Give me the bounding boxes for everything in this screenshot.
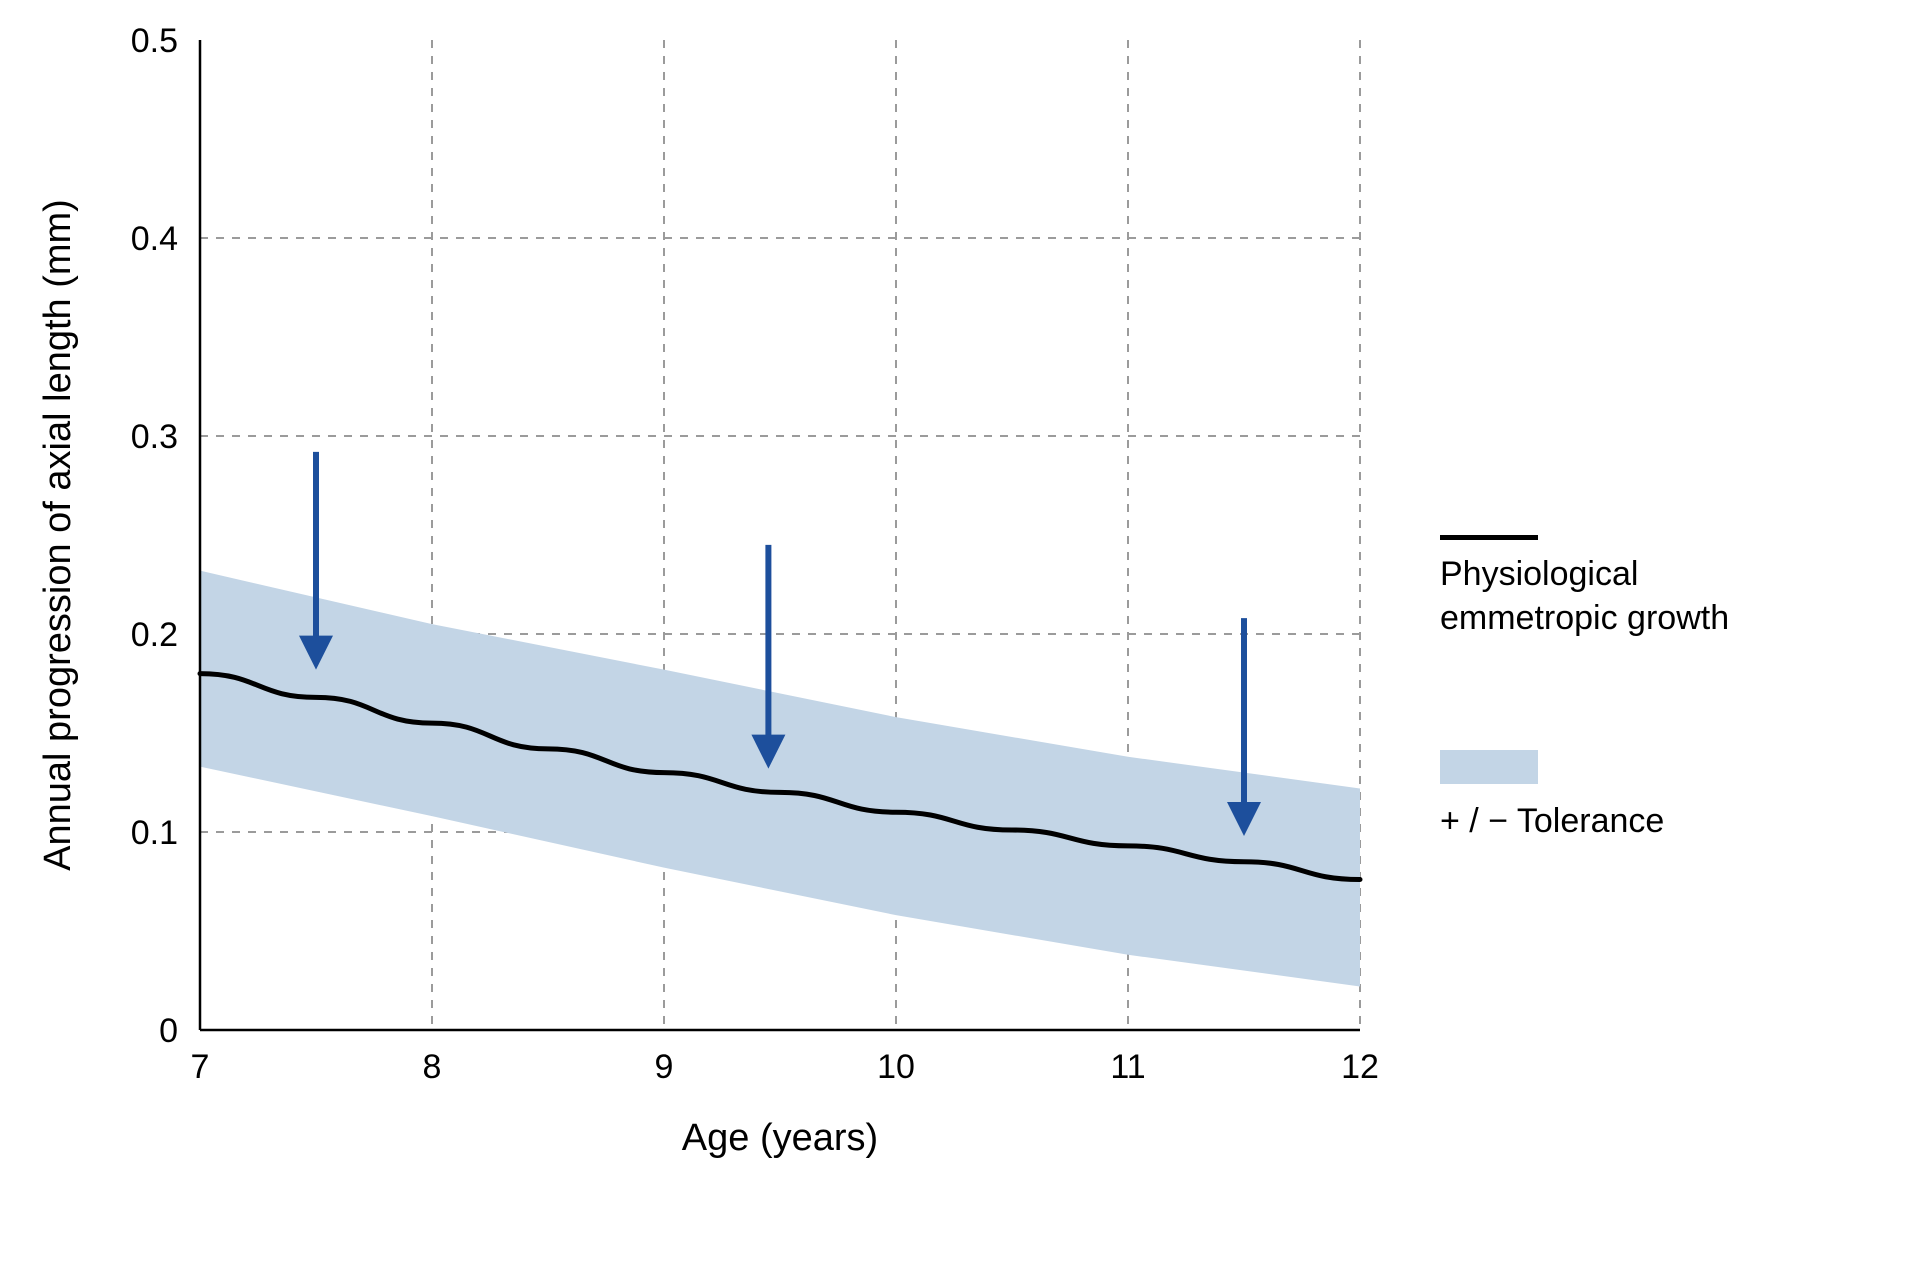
x-tick-label: 12 [1341, 1048, 1379, 1086]
legend-tolerance-swatch [1440, 750, 1538, 784]
legend-growth-label: emmetropic growth [1440, 599, 1729, 637]
y-tick-label: 0 [159, 1012, 178, 1050]
y-tick-label: 0.4 [131, 220, 178, 258]
chart-svg: 7 8 9 10 11 12 0 0.1 0.2 0.3 0.4 0.5 Age (years) Annu… [0, 0, 1920, 1280]
x-tick-label: 9 [655, 1048, 674, 1086]
x-axis-label: Age (years) [682, 1117, 878, 1159]
legend-growth-label: Physiological [1440, 555, 1638, 593]
axial-length-chart: 7 8 9 10 11 12 0 0.1 0.2 0.3 0.4 0.5 Age (years) Annu… [0, 0, 1920, 1280]
x-tick-label: 8 [423, 1048, 442, 1086]
y-tick-label: 0.2 [131, 616, 178, 654]
legend-growth-swatch [1440, 535, 1538, 540]
legend-tolerance-label: + / − Tolerance [1440, 802, 1664, 840]
y-tick-label: 0.3 [131, 418, 178, 456]
x-tick-label: 10 [877, 1048, 915, 1086]
x-tick-label: 11 [1110, 1048, 1145, 1086]
y-tick-label: 0.5 [131, 22, 178, 60]
y-tick-label: 0.1 [131, 814, 178, 852]
x-tick-label: 7 [191, 1048, 210, 1086]
y-axis-label: Annual progression of axial length (mm) [37, 199, 79, 871]
